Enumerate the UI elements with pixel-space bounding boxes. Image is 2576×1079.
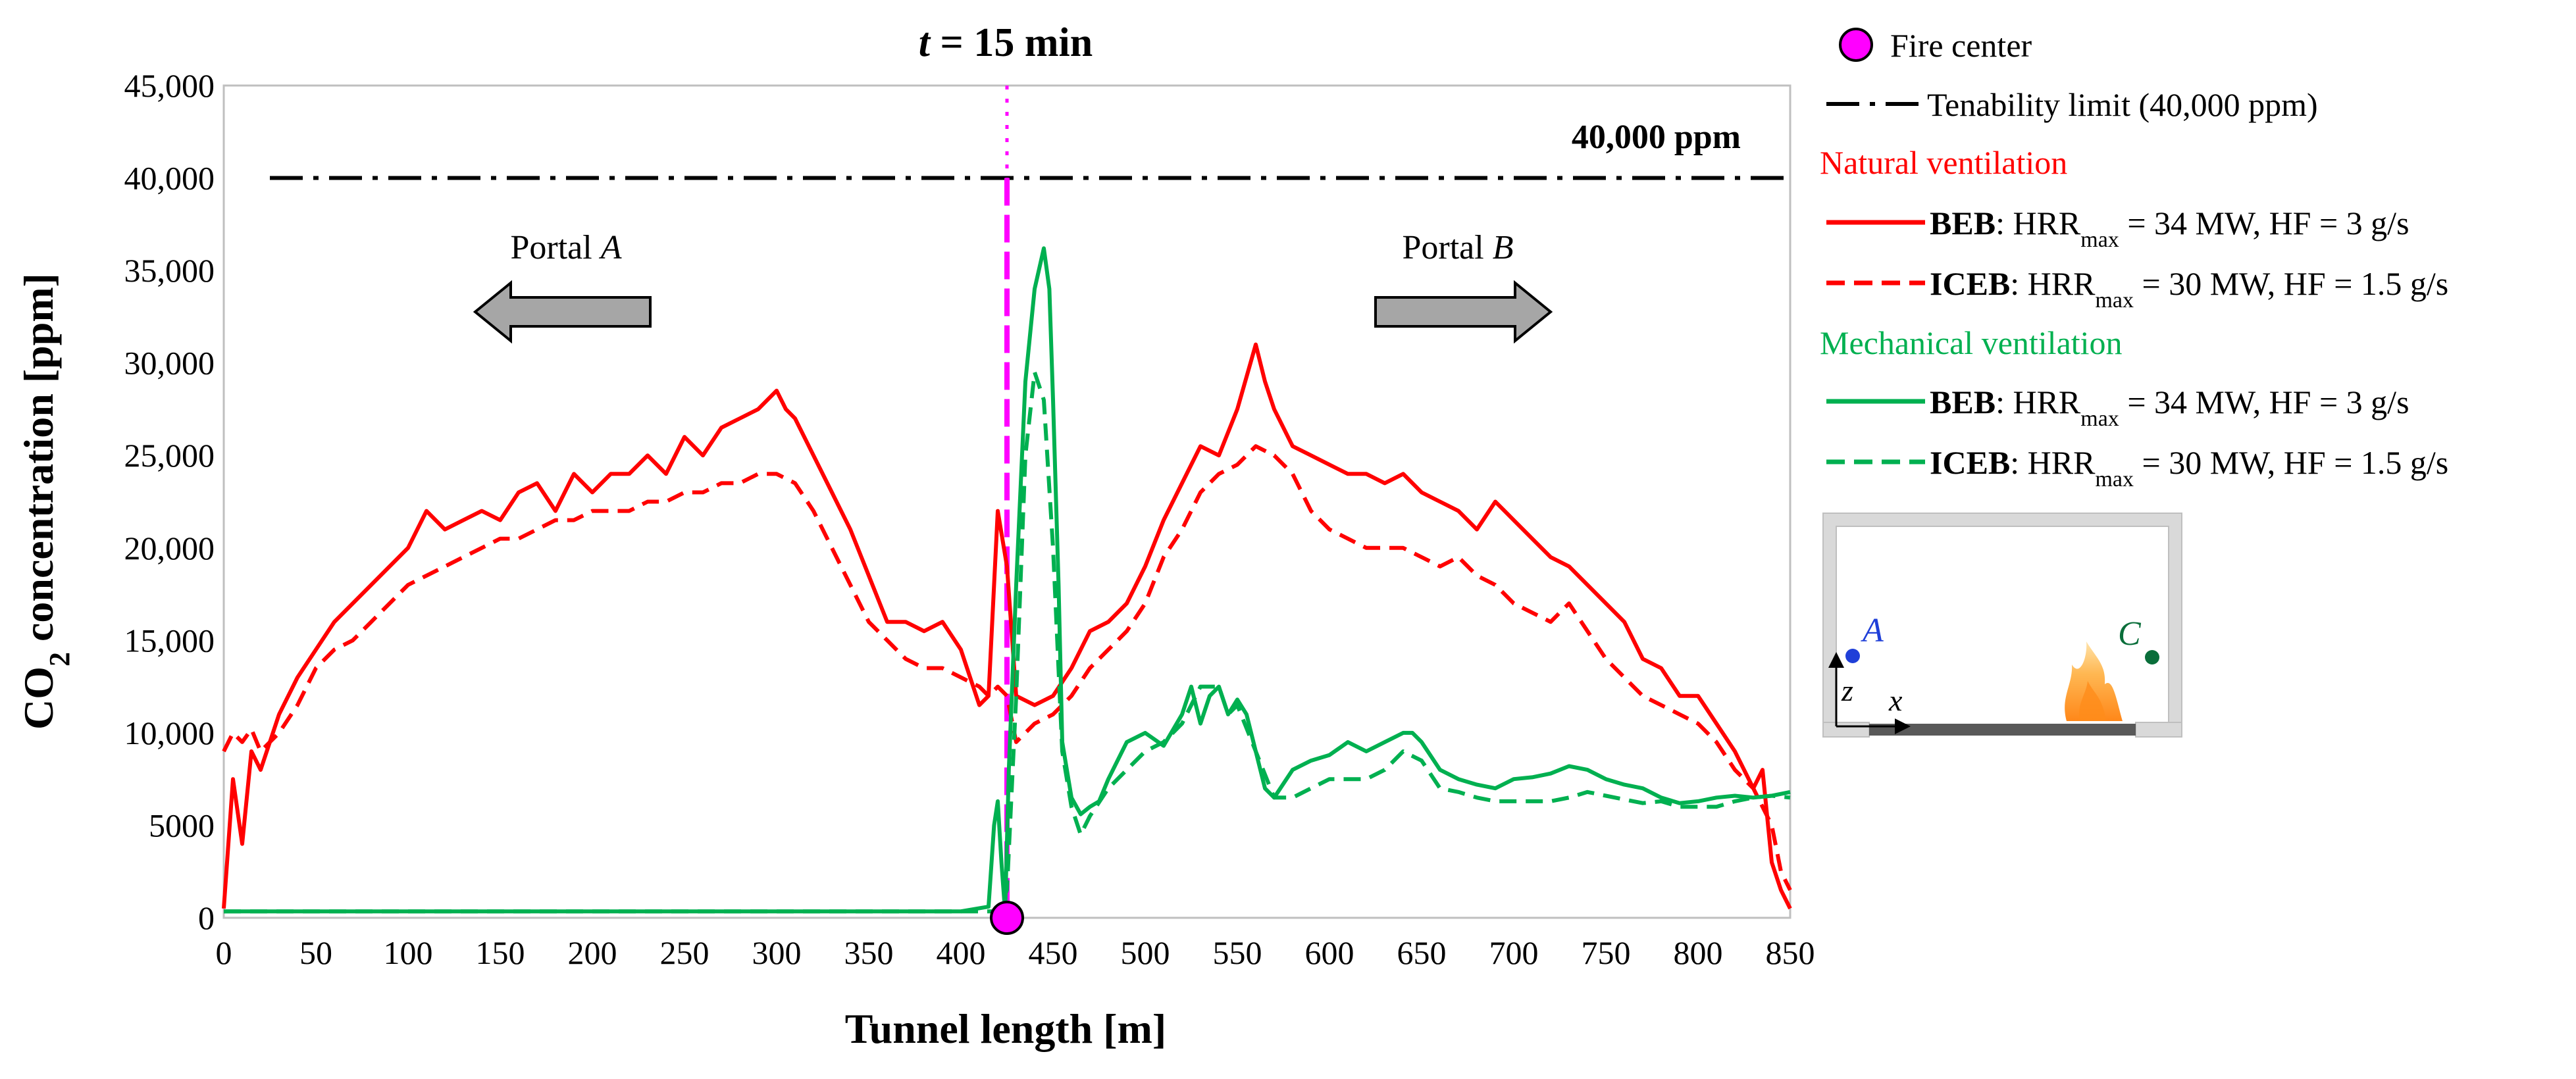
chart-title: t = 15 min bbox=[919, 20, 1093, 65]
portal-a-letter: A bbox=[599, 229, 622, 266]
x-tick-label: 400 bbox=[937, 934, 986, 971]
x-tick-label: 450 bbox=[1029, 934, 1078, 971]
axis-z-label: z bbox=[1841, 674, 1853, 707]
x-tick-label: 50 bbox=[299, 934, 332, 971]
tunnel-floor-right bbox=[2135, 722, 2182, 738]
portal-a-arrow bbox=[473, 280, 652, 344]
fire-flame-icon bbox=[2065, 641, 2123, 721]
x-tick-label: 750 bbox=[1582, 934, 1631, 971]
y-tick-label: 15,000 bbox=[124, 622, 215, 659]
y-tick-label: 40,000 bbox=[124, 160, 215, 197]
x-tick-label: 650 bbox=[1397, 934, 1447, 971]
legend-fire-center: Fire center bbox=[1839, 27, 2032, 64]
y-axis-title: CO2 concentration [ppm] bbox=[15, 273, 76, 730]
title-variable: t bbox=[919, 20, 931, 65]
y-tick-label: 25,000 bbox=[124, 437, 215, 474]
x-tick-label: 300 bbox=[752, 934, 802, 971]
legend-natural-iceb-label: ICEB: HRRmax = 30 MW, HF = 1.5 g/s bbox=[1930, 265, 2448, 313]
legend-natural-iceb: ICEB: HRRmax = 30 MW, HF = 1.5 g/s bbox=[1826, 265, 2448, 313]
y-axis-title-post: concentration [ppm] bbox=[15, 273, 62, 652]
x-axis-ticks: 0 50 100 150 200 250 300 350 400 450 500 550 600 650 7… bbox=[216, 934, 1815, 971]
x-tick-label: 800 bbox=[1674, 934, 1723, 971]
legend-mechanical-beb-tail: = 34 MW, HF = 3 g/s bbox=[2119, 384, 2409, 420]
portal-b-annotation: Portal B bbox=[1374, 229, 1553, 344]
x-tick-label: 0 bbox=[216, 934, 232, 971]
y-tick-label: 35,000 bbox=[124, 252, 215, 289]
legend-natural-iceb-name: ICEB bbox=[1930, 265, 2010, 302]
legend-mechanical-iceb-name: ICEB bbox=[1930, 444, 2010, 481]
legend-tenability-label: Tenability limit (40,000 ppm) bbox=[1927, 86, 2318, 123]
measurement-point-c-label: C bbox=[2118, 615, 2142, 653]
legend-mechanical-beb-rest: : HRR bbox=[1996, 384, 2081, 420]
portal-b-label: Portal B bbox=[1403, 229, 1514, 266]
x-tick-label: 200 bbox=[568, 934, 617, 971]
portal-a-annotation: Portal A bbox=[473, 229, 652, 344]
legend-mechanical-beb-name: BEB bbox=[1930, 384, 1996, 420]
legend-mechanical-iceb: ICEB: HRRmax = 30 MW, HF = 1.5 g/s bbox=[1826, 444, 2448, 491]
y-axis-ticks: 0 5000 10,000 15,000 20,000 25,000 30,000 35,00… bbox=[124, 67, 215, 936]
y-axis-title-sub: 2 bbox=[43, 652, 76, 666]
legend-natural-beb-tail: = 34 MW, HF = 3 g/s bbox=[2119, 205, 2409, 241]
y-tick-label: 45,000 bbox=[124, 67, 215, 104]
y-tick-label: 10,000 bbox=[124, 715, 215, 751]
legend: Fire center Tenability limit (40,000 ppm… bbox=[1820, 27, 2448, 491]
legend-mechanical-iceb-tail: = 30 MW, HF = 1.5 g/s bbox=[2134, 444, 2448, 481]
y-tick-label: 0 bbox=[198, 899, 215, 936]
legend-mechanical-beb-sub: max bbox=[2080, 407, 2119, 431]
legend-natural-beb: BEB: HRRmax = 34 MW, HF = 3 g/s bbox=[1826, 205, 2409, 252]
tunnel-floor-left bbox=[1822, 722, 1870, 738]
legend-natural-beb-label: BEB: HRRmax = 34 MW, HF = 3 g/s bbox=[1930, 205, 2409, 252]
y-tick-label: 30,000 bbox=[124, 345, 215, 382]
x-tick-label: 250 bbox=[660, 934, 709, 971]
measurement-point-a-label: A bbox=[1861, 612, 1884, 649]
y-tick-label: 5000 bbox=[149, 807, 215, 843]
legend-natural-iceb-tail: = 30 MW, HF = 1.5 g/s bbox=[2134, 265, 2448, 302]
x-tick-label: 100 bbox=[384, 934, 433, 971]
title-value: = 15 min bbox=[930, 20, 1093, 65]
tunnel-inset: A C z x bbox=[1822, 513, 2182, 738]
tunnel-inset-frame bbox=[1823, 513, 2182, 737]
tunnel-road bbox=[1869, 724, 2136, 736]
x-tick-label: 700 bbox=[1489, 934, 1539, 971]
tenability-limit-label: 40,000 ppm bbox=[1572, 118, 1741, 156]
measurement-point-c bbox=[2145, 650, 2159, 665]
y-axis-title-pre: CO bbox=[15, 666, 62, 730]
portal-b-arrow bbox=[1374, 280, 1553, 344]
x-tick-label: 500 bbox=[1121, 934, 1170, 971]
portal-b-text: Portal bbox=[1403, 229, 1493, 266]
legend-natural-heading: Natural ventilation bbox=[1820, 144, 2067, 181]
legend-tenability: Tenability limit (40,000 ppm) bbox=[1826, 86, 2318, 123]
series-line-2 bbox=[222, 444, 1792, 891]
legend-natural-beb-sub: max bbox=[2080, 228, 2119, 252]
legend-mechanical-beb: BEB: HRRmax = 34 MW, HF = 3 g/s bbox=[1826, 384, 2409, 431]
portal-a-text: Portal bbox=[511, 229, 601, 266]
legend-natural-iceb-rest: : HRR bbox=[2010, 265, 2096, 302]
measurement-point-a bbox=[1845, 649, 1860, 663]
x-axis-title: Tunnel length [m] bbox=[845, 1005, 1166, 1052]
y-tick-label: 20,000 bbox=[124, 530, 215, 566]
legend-mechanical-iceb-rest: : HRR bbox=[2010, 444, 2096, 481]
x-tick-label: 350 bbox=[844, 934, 894, 971]
legend-natural-iceb-sub: max bbox=[2095, 288, 2134, 313]
series-group bbox=[222, 246, 1792, 915]
fire-center-legend-marker bbox=[1839, 28, 1873, 62]
legend-mechanical-beb-label: BEB: HRRmax = 34 MW, HF = 3 g/s bbox=[1930, 384, 2409, 431]
x-tick-label: 550 bbox=[1213, 934, 1262, 971]
legend-natural-beb-name: BEB bbox=[1930, 205, 1996, 241]
legend-natural-beb-rest: : HRR bbox=[1996, 205, 2081, 241]
series-line-3 bbox=[224, 246, 1791, 915]
x-tick-label: 850 bbox=[1766, 934, 1815, 971]
portal-a-label: Portal A bbox=[511, 229, 622, 266]
legend-fire-center-label: Fire center bbox=[1890, 27, 2032, 64]
portal-b-letter: B bbox=[1493, 229, 1514, 266]
x-tick-label: 600 bbox=[1305, 934, 1354, 971]
legend-mechanical-iceb-sub: max bbox=[2095, 467, 2134, 491]
legend-mechanical-heading: Mechanical ventilation bbox=[1820, 324, 2123, 361]
x-tick-label: 150 bbox=[476, 934, 525, 971]
series-line-1 bbox=[222, 342, 1792, 910]
axis-x-label: x bbox=[1888, 684, 1903, 717]
legend-mechanical-iceb-label: ICEB: HRRmax = 30 MW, HF = 1.5 g/s bbox=[1930, 444, 2448, 491]
fire-center-marker bbox=[990, 901, 1024, 935]
